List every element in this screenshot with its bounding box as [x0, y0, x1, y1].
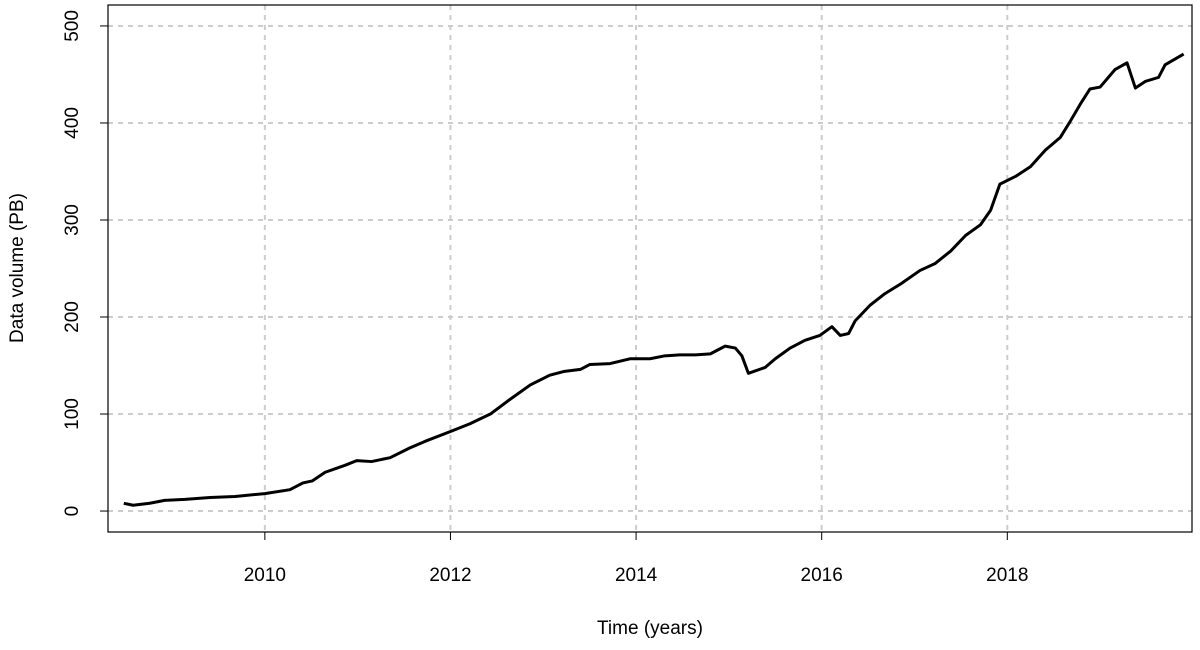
x-axis-title: Time (years) [597, 618, 703, 639]
y-tick-label: 400 [62, 107, 83, 139]
y-tick-label: 300 [62, 204, 83, 236]
y-axis-title: Data volume (PB) [7, 193, 28, 343]
x-tick-label: 2016 [801, 565, 843, 586]
y-tick-label: 200 [62, 301, 83, 333]
data-line [123, 52, 1185, 507]
x-tick-label: 2012 [429, 565, 471, 586]
x-tick-label: 2014 [615, 565, 658, 586]
y-tick-label: 100 [62, 398, 83, 430]
x-tick-label: 2018 [986, 565, 1028, 586]
y-tick-label: 500 [62, 10, 83, 42]
x-tick-label: 2010 [244, 565, 286, 586]
y-tick-label: 0 [62, 506, 83, 517]
plot-frame [107, 4, 1193, 533]
